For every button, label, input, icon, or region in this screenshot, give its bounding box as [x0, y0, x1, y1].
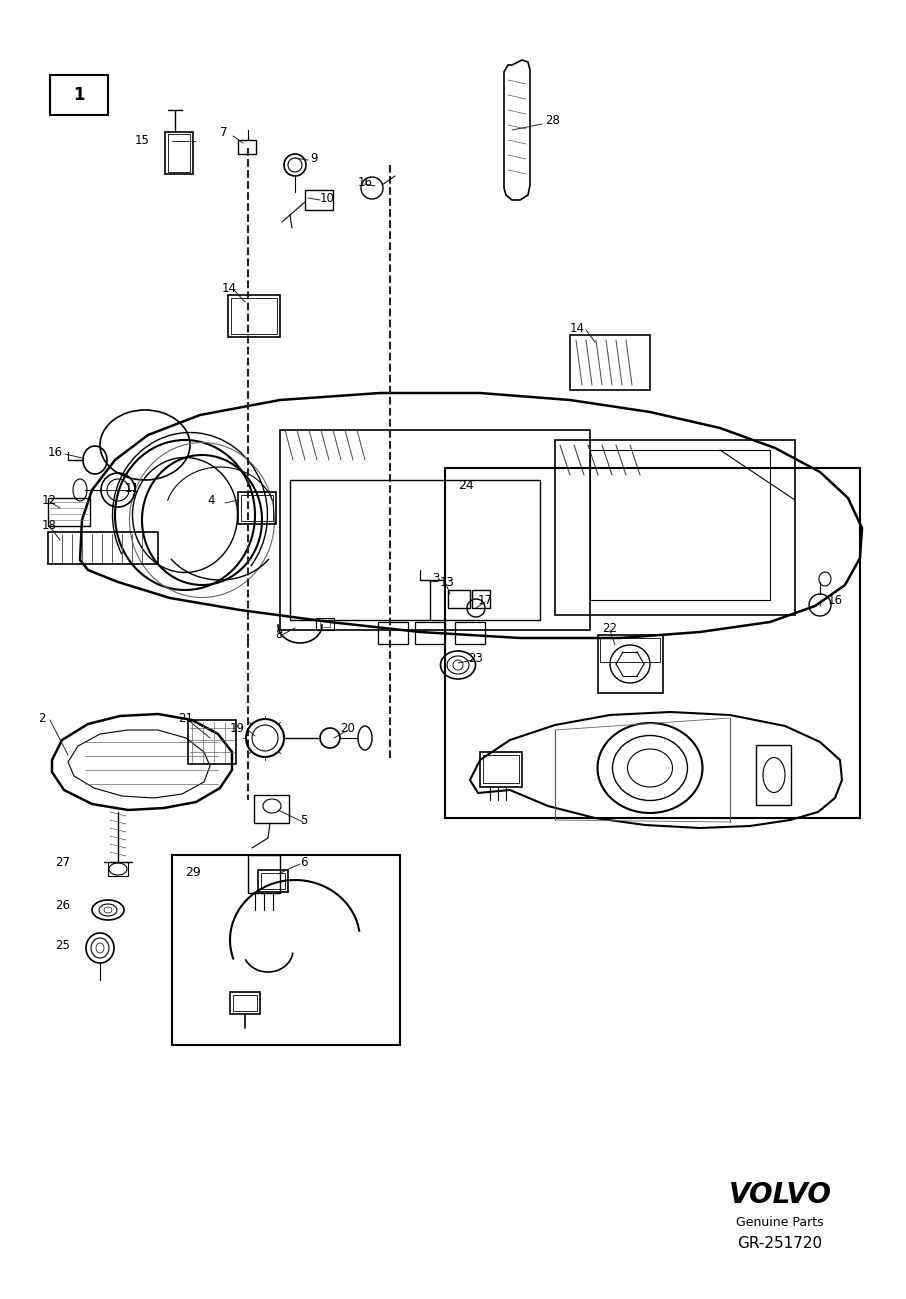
Bar [448, 590, 470, 608]
Text: 28: 28 [545, 113, 560, 126]
Text: 17: 17 [478, 594, 493, 607]
Bar [254, 795, 289, 824]
Text: 29: 29 [185, 865, 201, 878]
Bar [280, 430, 590, 630]
Text: 27: 27 [55, 856, 70, 869]
Text: Genuine Parts: Genuine Parts [737, 1216, 824, 1229]
Text: 15: 15 [135, 134, 149, 147]
Bar [48, 533, 158, 564]
Text: 26: 26 [55, 899, 70, 912]
Bar [228, 295, 280, 336]
Bar [316, 618, 334, 630]
Bar [241, 495, 273, 521]
Text: 25: 25 [55, 938, 70, 951]
Text: VOLVO: VOLVO [728, 1181, 832, 1209]
Bar [233, 995, 257, 1011]
Bar [248, 855, 280, 892]
Bar [168, 134, 190, 171]
Bar [555, 440, 795, 614]
Text: 22: 22 [602, 621, 617, 634]
Text: 13: 13 [440, 575, 455, 588]
Bar [415, 622, 445, 644]
Bar [238, 492, 276, 523]
Bar [472, 590, 490, 608]
Text: 7: 7 [220, 126, 227, 139]
Bar [231, 297, 277, 334]
Text: 6: 6 [300, 856, 307, 869]
Text: 12: 12 [42, 494, 57, 507]
Bar [108, 863, 128, 876]
Text: 16: 16 [48, 446, 63, 459]
Bar [570, 335, 650, 390]
Text: 9: 9 [310, 152, 317, 165]
Bar [50, 75, 108, 116]
Text: 5: 5 [300, 813, 307, 826]
Text: 8: 8 [275, 627, 283, 640]
Bar [165, 132, 193, 174]
Bar [480, 752, 522, 787]
Text: 14: 14 [222, 282, 237, 295]
Bar [188, 720, 236, 764]
Bar [320, 621, 330, 627]
Text: 18: 18 [42, 518, 57, 531]
Bar [378, 622, 408, 644]
Text: 14: 14 [570, 321, 585, 335]
Text: 16: 16 [828, 594, 843, 607]
Bar [600, 638, 660, 662]
Text: 2: 2 [38, 712, 45, 725]
Text: 10: 10 [320, 191, 335, 204]
Text: 11: 11 [125, 482, 140, 495]
Text: 16: 16 [358, 175, 373, 188]
Text: 1: 1 [73, 86, 85, 104]
Text: 19: 19 [230, 721, 245, 734]
Text: 24: 24 [458, 478, 474, 491]
Bar [290, 481, 540, 620]
Text: 3: 3 [432, 572, 439, 585]
Text: GR-251720: GR-251720 [737, 1237, 823, 1251]
Bar [258, 870, 288, 892]
Text: 4: 4 [207, 494, 215, 507]
Text: 20: 20 [340, 721, 355, 734]
Text: 21: 21 [178, 712, 193, 725]
Bar [172, 855, 400, 1044]
Bar [590, 449, 770, 600]
Bar [445, 468, 860, 818]
Text: 23: 23 [468, 652, 483, 665]
Bar [261, 873, 285, 889]
Bar [483, 755, 519, 783]
Bar [238, 140, 256, 155]
Bar [455, 622, 485, 644]
Bar [230, 992, 260, 1015]
Bar [305, 190, 333, 210]
Bar [756, 746, 791, 805]
Bar [48, 498, 90, 526]
Bar [598, 635, 663, 692]
